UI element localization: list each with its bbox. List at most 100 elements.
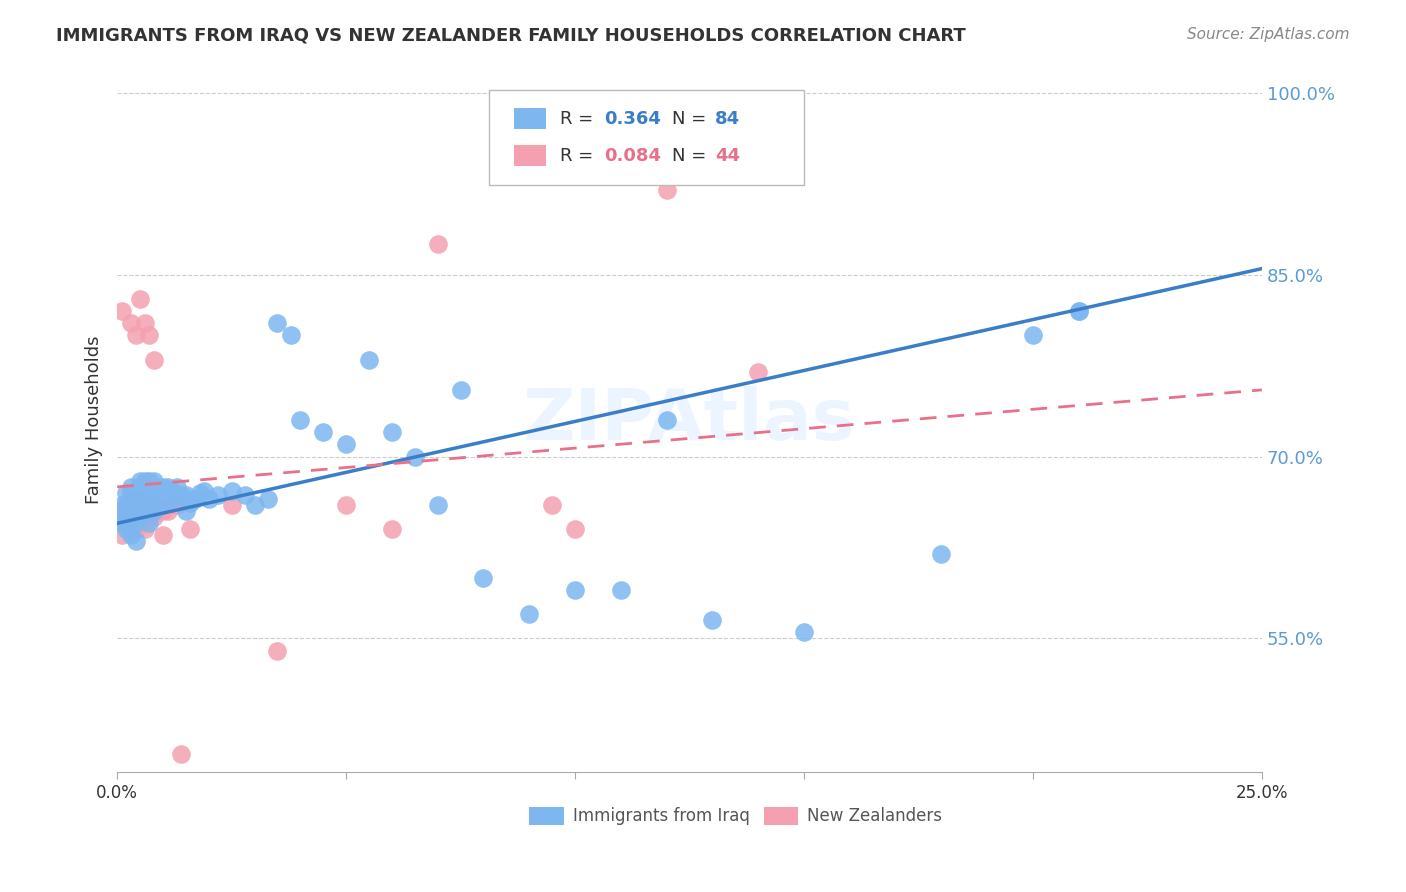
Point (280, 328, 302, 343)
Point (188, 486, 211, 500)
Point (124, 510, 146, 524)
Point (381, 522, 404, 536)
Point (152, 498, 174, 512)
Point (115, 486, 138, 500)
Y-axis label: Family Households: Family Households (86, 336, 103, 505)
FancyBboxPatch shape (489, 89, 804, 185)
Point (541, 498, 564, 512)
Point (120, 522, 142, 536)
Point (148, 480, 170, 494)
Point (120, 491, 142, 506)
Point (120, 486, 142, 500)
Point (207, 488, 229, 502)
Text: New Zealanders: New Zealanders (807, 806, 942, 824)
Point (221, 498, 243, 512)
Point (111, 510, 134, 524)
Point (129, 510, 152, 524)
Point (404, 450, 426, 464)
Text: Source: ZipAtlas.com: Source: ZipAtlas.com (1187, 27, 1350, 42)
Point (166, 488, 188, 502)
FancyBboxPatch shape (515, 145, 547, 167)
Point (134, 510, 156, 524)
FancyBboxPatch shape (763, 807, 799, 824)
Point (115, 522, 138, 536)
Point (221, 483, 243, 498)
Point (129, 480, 152, 494)
Point (148, 498, 170, 512)
Point (120, 491, 142, 506)
Point (138, 504, 160, 518)
Point (111, 528, 134, 542)
Text: R =: R = (560, 147, 599, 165)
Point (793, 625, 815, 640)
Point (124, 498, 146, 512)
Point (564, 582, 586, 597)
Point (160, 483, 183, 498)
Point (564, 522, 586, 536)
Point (472, 571, 495, 585)
Point (129, 516, 152, 531)
Point (120, 516, 142, 531)
Point (174, 504, 197, 518)
Point (124, 486, 146, 500)
Point (517, 607, 540, 622)
Point (193, 483, 215, 498)
Point (138, 474, 160, 488)
Point (138, 491, 160, 506)
Point (129, 486, 152, 500)
Point (115, 504, 138, 518)
Point (170, 747, 193, 761)
Point (120, 316, 142, 330)
Point (115, 516, 138, 531)
Point (129, 491, 152, 506)
Point (129, 474, 152, 488)
Point (184, 491, 207, 506)
Point (290, 413, 312, 427)
Point (655, 413, 678, 427)
Point (142, 491, 165, 506)
Point (335, 437, 357, 451)
Point (235, 488, 257, 502)
Point (120, 498, 142, 512)
Point (142, 504, 165, 518)
Text: Immigrants from Iraq: Immigrants from Iraq (572, 806, 749, 824)
Point (142, 498, 165, 512)
Point (160, 498, 183, 512)
Point (152, 504, 174, 518)
Point (129, 504, 152, 518)
Point (152, 488, 174, 502)
Point (179, 496, 201, 510)
Point (134, 498, 156, 512)
Point (166, 498, 188, 512)
Point (931, 547, 953, 561)
Point (129, 504, 152, 518)
Point (129, 498, 152, 512)
Point (142, 510, 165, 524)
Point (142, 352, 165, 367)
Point (129, 292, 152, 306)
Point (124, 328, 146, 343)
Point (124, 516, 146, 531)
Text: 0.364: 0.364 (603, 110, 661, 128)
Text: 44: 44 (714, 147, 740, 165)
Point (335, 498, 357, 512)
Point (357, 352, 380, 367)
Point (120, 528, 142, 542)
Point (134, 316, 156, 330)
Point (134, 498, 156, 512)
Text: N =: N = (672, 147, 713, 165)
Point (170, 488, 193, 502)
Point (134, 504, 156, 518)
Point (148, 504, 170, 518)
Point (1067, 304, 1090, 318)
Point (702, 613, 724, 627)
FancyBboxPatch shape (515, 108, 547, 129)
Point (111, 304, 134, 318)
Point (179, 522, 201, 536)
Point (134, 491, 156, 506)
Point (138, 328, 160, 343)
FancyBboxPatch shape (529, 807, 564, 824)
Point (138, 510, 160, 524)
Point (138, 516, 160, 531)
Point (111, 516, 134, 531)
